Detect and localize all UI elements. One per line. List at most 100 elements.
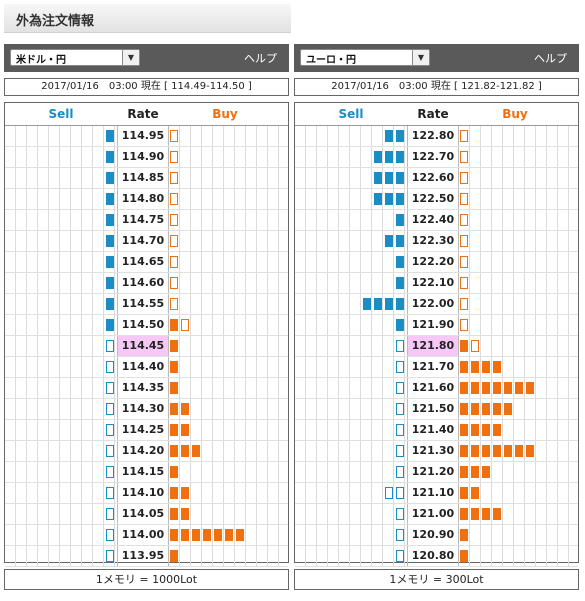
buy-grid bbox=[169, 273, 281, 293]
sell-volume-block bbox=[396, 256, 404, 268]
buy-volume-block bbox=[460, 382, 468, 394]
buy-grid bbox=[459, 231, 571, 251]
buy-volume-block bbox=[460, 529, 468, 541]
currency-pair-select[interactable]: 米ドル・円 ▼ bbox=[10, 49, 140, 66]
rate-cell: 114.60 bbox=[117, 273, 169, 293]
sell-volume-block bbox=[396, 193, 404, 205]
sell-volume-block bbox=[106, 340, 114, 352]
sell-grid bbox=[295, 210, 407, 230]
buy-volume-block bbox=[170, 529, 178, 541]
order-row: 113.95 bbox=[5, 546, 288, 567]
order-row: 114.05 bbox=[5, 504, 288, 525]
chevron-down-icon[interactable]: ▼ bbox=[122, 50, 139, 65]
sell-volume-block bbox=[106, 235, 114, 247]
buy-volume-block bbox=[170, 361, 178, 373]
sell-grid bbox=[5, 441, 117, 461]
sell-volume-block bbox=[106, 550, 114, 562]
order-row: 122.60 bbox=[295, 168, 578, 189]
sell-volume-block bbox=[374, 298, 382, 310]
buy-grid bbox=[459, 483, 571, 503]
order-row: 121.50 bbox=[295, 399, 578, 420]
order-row: 114.65 bbox=[5, 252, 288, 273]
order-row: 121.00 bbox=[295, 504, 578, 525]
order-row: 114.45 bbox=[5, 336, 288, 357]
sell-grid bbox=[5, 378, 117, 398]
rate-cell: 120.90 bbox=[407, 525, 459, 545]
order-row: 114.50 bbox=[5, 315, 288, 336]
buy-grid bbox=[459, 294, 571, 314]
order-row: 121.80 bbox=[295, 336, 578, 357]
sell-volume-block bbox=[374, 172, 382, 184]
order-row: 114.95 bbox=[5, 126, 288, 147]
buy-volume-block bbox=[493, 382, 501, 394]
order-row: 121.20 bbox=[295, 462, 578, 483]
buy-grid bbox=[459, 210, 571, 230]
order-row: 121.90 bbox=[295, 315, 578, 336]
sell-volume-block bbox=[396, 487, 404, 499]
sell-grid bbox=[5, 126, 117, 146]
rate-cell: 113.95 bbox=[117, 546, 169, 566]
buy-volume-block bbox=[170, 382, 178, 394]
buy-volume-block bbox=[181, 319, 189, 331]
buy-volume-block bbox=[471, 403, 479, 415]
rate-cell: 114.50 bbox=[117, 315, 169, 335]
sell-volume-block bbox=[396, 361, 404, 373]
sell-grid bbox=[5, 504, 117, 524]
current-rate-cell: 121.80 bbox=[407, 336, 459, 356]
rate-cell: 114.55 bbox=[117, 294, 169, 314]
eurjpy-panel: ユーロ・円 ▼ ヘルプ 2017/01/16 03:00 現在 [ 121.82… bbox=[294, 44, 579, 590]
buy-volume-block bbox=[214, 529, 222, 541]
buy-volume-block bbox=[471, 445, 479, 457]
buy-volume-block bbox=[482, 424, 490, 436]
sell-volume-block bbox=[363, 298, 371, 310]
rate-cell: 122.40 bbox=[407, 210, 459, 230]
order-row: 114.55 bbox=[5, 294, 288, 315]
rate-cell: 121.50 bbox=[407, 399, 459, 419]
currency-pair-select[interactable]: ユーロ・円 ▼ bbox=[300, 49, 430, 66]
buy-volume-block bbox=[236, 529, 244, 541]
order-row: 121.30 bbox=[295, 441, 578, 462]
sell-volume-block bbox=[396, 277, 404, 289]
buy-volume-block bbox=[170, 130, 178, 142]
buy-grid bbox=[169, 462, 281, 482]
order-row: 122.30 bbox=[295, 231, 578, 252]
order-row: 114.75 bbox=[5, 210, 288, 231]
buy-volume-block bbox=[526, 382, 534, 394]
buy-grid bbox=[459, 546, 571, 566]
usdjpy-panel: 米ドル・円 ▼ ヘルプ 2017/01/16 03:00 現在 [ 114.49… bbox=[4, 44, 289, 590]
buy-volume-block bbox=[482, 445, 490, 457]
sell-volume-block bbox=[106, 424, 114, 436]
rate-cell: 114.70 bbox=[117, 231, 169, 251]
help-link[interactable]: ヘルプ bbox=[244, 52, 277, 65]
sell-grid bbox=[295, 483, 407, 503]
sell-volume-block bbox=[106, 298, 114, 310]
buy-header: Buy bbox=[212, 107, 238, 121]
chevron-down-icon[interactable]: ▼ bbox=[412, 50, 429, 65]
buy-volume-block bbox=[493, 361, 501, 373]
buy-volume-block bbox=[170, 319, 178, 331]
buy-volume-block bbox=[482, 382, 490, 394]
lot-scale: 1メモリ = 300Lot bbox=[294, 569, 579, 590]
buy-volume-block bbox=[460, 130, 468, 142]
sell-volume-block bbox=[106, 382, 114, 394]
buy-volume-block bbox=[181, 424, 189, 436]
buy-volume-block bbox=[170, 487, 178, 499]
lot-scale: 1メモリ = 1000Lot bbox=[4, 569, 289, 590]
sell-grid bbox=[5, 231, 117, 251]
buy-volume-block bbox=[515, 382, 523, 394]
order-row: 114.15 bbox=[5, 462, 288, 483]
buy-grid bbox=[459, 315, 571, 335]
rate-cell: 122.00 bbox=[407, 294, 459, 314]
help-link[interactable]: ヘルプ bbox=[534, 52, 567, 65]
sell-volume-block bbox=[396, 298, 404, 310]
sell-grid bbox=[295, 399, 407, 419]
rate-cell: 114.95 bbox=[117, 126, 169, 146]
sell-grid bbox=[5, 462, 117, 482]
rate-cell: 122.70 bbox=[407, 147, 459, 167]
sell-grid bbox=[295, 441, 407, 461]
sell-grid bbox=[295, 231, 407, 251]
sell-grid bbox=[295, 315, 407, 335]
order-row: 122.00 bbox=[295, 294, 578, 315]
buy-volume-block bbox=[170, 214, 178, 226]
rate-cell: 114.65 bbox=[117, 252, 169, 272]
